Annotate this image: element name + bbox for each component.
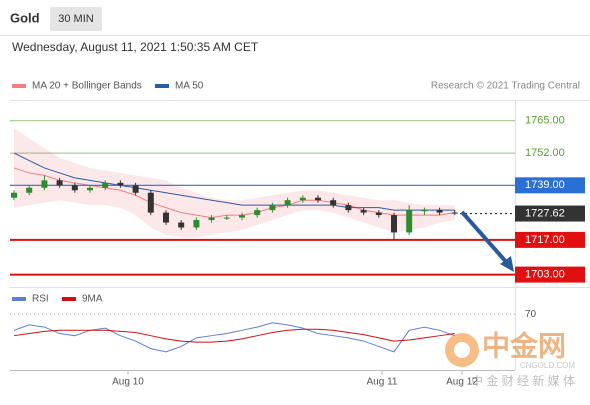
candle-body <box>163 212 169 223</box>
watermark-logo <box>454 342 470 358</box>
level-label: 1752.00 <box>525 147 565 159</box>
candle-body <box>71 185 78 191</box>
level-label-box <box>515 231 585 248</box>
legend-swatch <box>155 84 169 88</box>
rsi-tick-label: 70 <box>525 309 537 320</box>
watermark-site: CNGOLD.COM <box>520 361 575 370</box>
level-label: 1765.00 <box>525 115 565 127</box>
candle-body <box>223 217 230 219</box>
candle-body <box>117 182 124 186</box>
rsi-legend-swatch <box>12 297 26 301</box>
level-label: 1727.62 <box>525 207 565 219</box>
candle-body <box>406 210 413 233</box>
rsi-legend-swatch <box>62 297 76 301</box>
ma9-line <box>13 328 455 343</box>
timestamp: Wednesday, August 11, 2021 1:50:35 AM CE… <box>12 40 259 54</box>
x-tick-label: Aug 11 <box>367 377 398 388</box>
rsi-legend-label: 9MA <box>82 294 103 305</box>
level-label-box <box>515 205 585 222</box>
candle-body <box>299 197 306 201</box>
candle-body <box>147 192 154 213</box>
candle-body <box>178 222 185 228</box>
x-tick-label: Aug 10 <box>112 377 144 388</box>
x-tick-label: Aug 12 <box>446 377 478 388</box>
forecast-arrow <box>460 210 510 266</box>
candle-body <box>436 210 443 213</box>
legend-label: MA 20 + Bollinger Bands <box>32 81 142 92</box>
candle-body <box>330 200 337 206</box>
watermark: 中金网 CNGOLD.COM 中 金 财 经 新 媒 体 <box>445 329 575 388</box>
candle-body <box>421 210 428 212</box>
symbol: Gold <box>10 10 40 25</box>
ma50-line <box>13 152 455 211</box>
bollinger-band <box>14 128 455 238</box>
candle-body <box>269 205 276 211</box>
candle-body <box>41 180 48 188</box>
timeframe[interactable]: 30 MIN <box>58 13 94 25</box>
candle-body <box>254 210 261 216</box>
legend-swatch <box>12 84 26 88</box>
candle-body <box>375 212 382 216</box>
rsi-legend-label: RSI <box>32 294 49 305</box>
candle-body <box>451 212 458 214</box>
credit: Research © 2021 Trading Central <box>431 81 580 92</box>
level-label: 1739.00 <box>525 179 565 191</box>
level-label: 1703.00 <box>525 269 565 281</box>
candle-body <box>56 180 63 186</box>
level-label-box <box>515 266 585 283</box>
candle-body <box>239 215 245 218</box>
watermark-slogan: 中 金 财 经 新 媒 体 <box>471 373 575 388</box>
candle-body <box>132 185 139 193</box>
level-label-box <box>515 177 585 194</box>
level-label: 1717.00 <box>525 234 565 246</box>
candle-body <box>391 215 397 233</box>
candle-body <box>193 220 200 228</box>
rsi-line <box>13 322 455 353</box>
legend-label: MA 50 <box>175 81 204 92</box>
candle-body <box>284 200 291 206</box>
candle-body <box>208 217 215 221</box>
candle-body <box>315 197 321 201</box>
timeframe-tab[interactable] <box>50 7 102 31</box>
candle-body <box>26 187 33 193</box>
candle-body <box>360 210 367 213</box>
candle-body <box>87 187 93 191</box>
candle-body <box>102 182 109 188</box>
candle-body <box>11 192 17 198</box>
candle-body <box>345 205 352 211</box>
forecast-arrowhead <box>500 256 514 272</box>
watermark-brand: 中金网 <box>482 329 566 361</box>
